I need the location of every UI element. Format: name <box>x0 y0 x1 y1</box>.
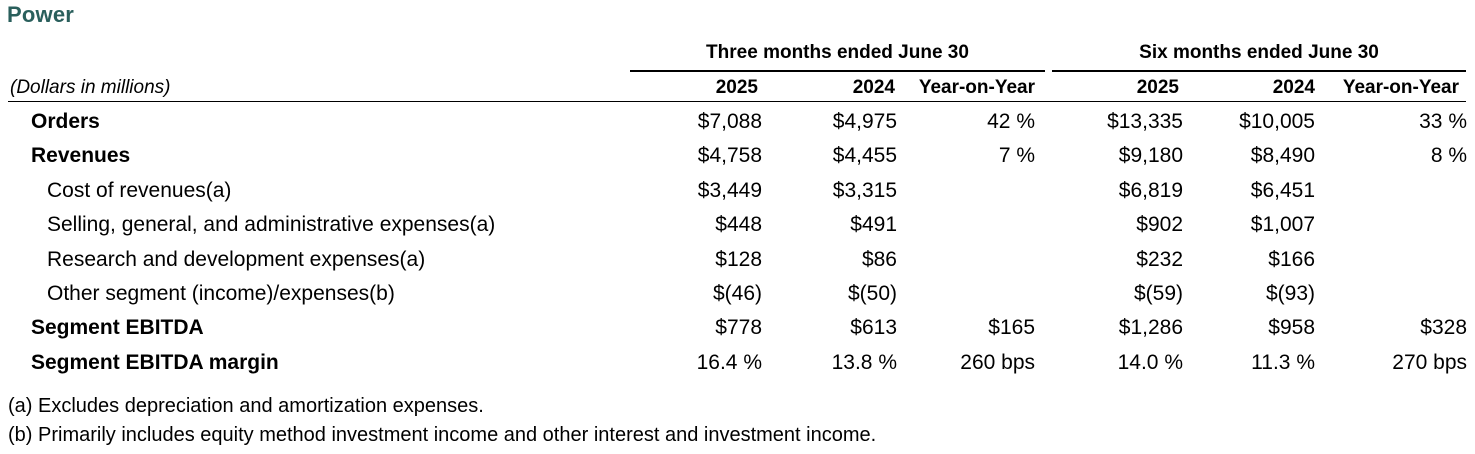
group-header-six-months: Six months ended June 30 <box>1139 42 1379 63</box>
units-label: (Dollars in millions) <box>10 77 171 98</box>
row-label: Selling, general, and administrative exp… <box>47 213 496 237</box>
cell-6m-2024: $1,007 <box>1250 213 1315 237</box>
cell-6m-yoy: 33 % <box>1419 110 1467 133</box>
cell-3m-yoy: 42 % <box>987 110 1035 133</box>
table-row: Cost of revenues(a) $3,449 $3,315 $6,819 $6,… <box>0 173 1475 207</box>
cell-3m-2025: 16.4 % <box>696 350 762 374</box>
cell-6m-yoy: 8 % <box>1430 144 1467 168</box>
col-header-6m-2024: 2024 <box>1272 77 1315 98</box>
cell-3m-yoy: 7 % <box>998 144 1035 168</box>
cell-6m-2024: $958 <box>1268 316 1315 340</box>
row-label: Segment EBITDA margin <box>31 350 279 374</box>
cell-3m-2024: $(50) <box>847 282 897 305</box>
row-label: Orders <box>31 110 100 133</box>
table-row: Orders $7,088 $4,975 42 % $13,335 $10,005 33 % <box>0 104 1475 138</box>
cell-3m-yoy: $165 <box>988 316 1035 340</box>
cell-6m-2025: 14.0 % <box>1117 350 1183 374</box>
group-rule-three-months <box>630 70 1045 72</box>
col-header-6m-yoy: Year-on-Year <box>1342 77 1459 98</box>
row-label: Research and development expenses(a) <box>47 247 426 271</box>
cell-3m-2024: $3,315 <box>832 178 897 202</box>
cell-3m-2025: $4,758 <box>697 144 762 168</box>
cell-3m-yoy: 260 bps <box>960 350 1035 374</box>
cell-3m-2025: $128 <box>715 247 762 271</box>
cell-6m-2024: 11.3 % <box>1251 350 1315 374</box>
cell-6m-2024: $8,490 <box>1250 144 1315 168</box>
cell-6m-2025: $(59) <box>1133 282 1183 305</box>
row-label: Cost of revenues(a) <box>47 178 232 202</box>
cell-3m-2024: 13.8 % <box>831 350 897 374</box>
cell-6m-2025: $902 <box>1136 213 1183 237</box>
cell-6m-2025: $1,286 <box>1118 316 1183 340</box>
page-title: Power <box>7 2 75 27</box>
group-header-three-months: Three months ended June 30 <box>706 42 969 63</box>
cell-6m-2025: $6,819 <box>1118 178 1183 202</box>
cell-3m-2025: $3,449 <box>697 178 762 202</box>
cell-3m-2024: $4,975 <box>832 110 897 133</box>
col-header-3m-yoy: Year-on-Year <box>918 77 1035 98</box>
table-row: Segment EBITDA margin 16.4 % 13.8 % 260 bps… <box>0 345 1475 379</box>
table-row: Selling, general, and administrative exp… <box>0 207 1475 241</box>
table-row: Research and development expenses(a) $128… <box>0 242 1475 276</box>
footnote-a: (a) Excludes depreciation and amortizati… <box>8 395 484 417</box>
cell-3m-2024: $491 <box>850 213 897 237</box>
table-row: Revenues $4,758 $4,455 7 % $9,180 $8,490 8 % <box>0 138 1475 172</box>
cell-6m-2024: $6,451 <box>1250 178 1315 202</box>
cell-6m-2024: $166 <box>1268 247 1315 271</box>
cell-6m-2025: $13,335 <box>1107 110 1183 133</box>
cell-3m-2024: $86 <box>861 247 897 271</box>
col-header-3m-2025: 2025 <box>715 77 758 98</box>
cell-3m-2025: $448 <box>715 213 762 237</box>
cell-6m-yoy: 270 bps <box>1392 350 1467 374</box>
header-rule <box>8 101 1466 102</box>
table-row: Other segment (income)/expenses(b) $(46) $… <box>0 276 1475 310</box>
cell-3m-2024: $613 <box>850 316 897 340</box>
row-label: Segment EBITDA <box>31 316 204 340</box>
row-label: Other segment (income)/expenses(b) <box>47 282 395 305</box>
cell-6m-yoy: $328 <box>1420 316 1467 340</box>
col-header-6m-2025: 2025 <box>1136 77 1179 98</box>
col-header-3m-2024: 2024 <box>852 77 895 98</box>
row-label: Revenues <box>31 144 131 168</box>
footnote-b: (b) Primarily includes equity method inv… <box>8 424 877 446</box>
cell-6m-2024: $(93) <box>1265 282 1315 305</box>
table-row: Segment EBITDA $778 $613 $165 $1,286 $958 $328 <box>0 310 1475 344</box>
cell-3m-2025: $778 <box>715 316 762 340</box>
cell-6m-2025: $232 <box>1136 247 1183 271</box>
group-rule-six-months <box>1052 70 1466 72</box>
cell-3m-2025: $(46) <box>712 282 762 305</box>
cell-6m-2025: $9,180 <box>1118 144 1183 168</box>
cell-3m-2025: $7,088 <box>697 110 762 133</box>
cell-6m-2024: $10,005 <box>1239 110 1315 133</box>
cell-3m-2024: $4,455 <box>832 144 897 168</box>
